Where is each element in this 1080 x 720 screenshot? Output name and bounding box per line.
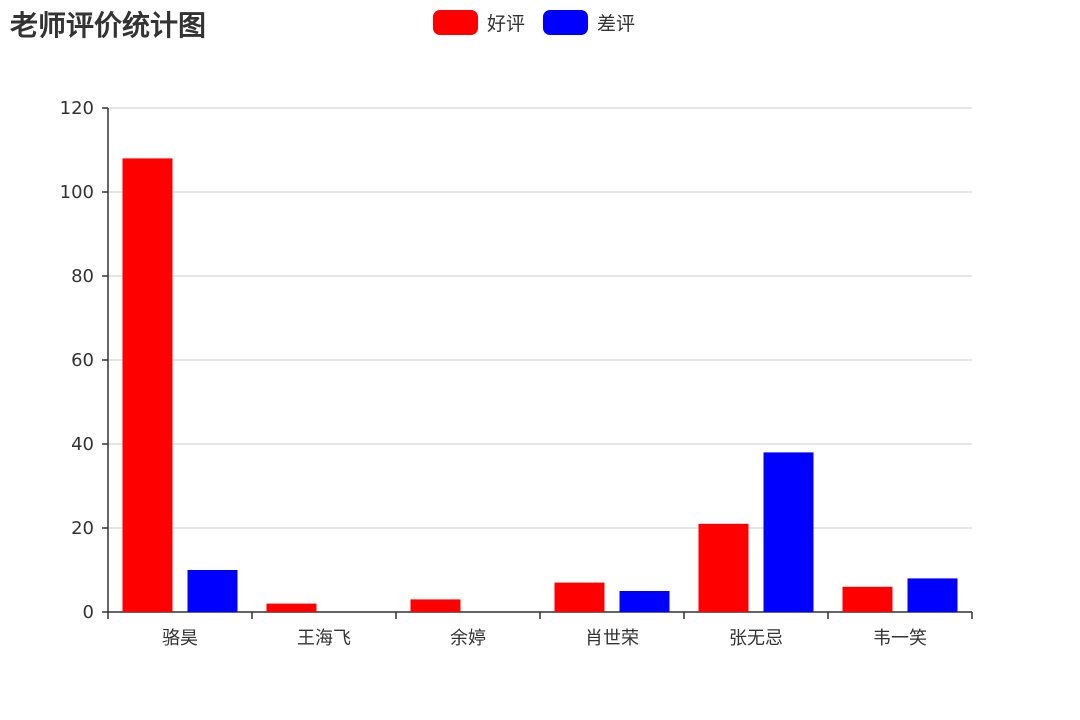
y-tick-label: 40 — [71, 434, 94, 455]
bar-good — [410, 599, 461, 612]
legend-swatch-bad — [543, 9, 589, 35]
y-tick-label: 0 — [83, 602, 94, 623]
x-tick-label: 余婷 — [450, 628, 486, 649]
bar-bad — [763, 452, 814, 612]
legend-item-good[interactable]: 好评 — [433, 9, 525, 36]
x-tick-label: 王海飞 — [297, 628, 351, 649]
legend-item-bad[interactable]: 差评 — [543, 9, 635, 36]
y-tick-label: 120 — [60, 98, 94, 119]
legend-swatch-good — [433, 9, 478, 35]
bar-bad — [619, 591, 670, 612]
x-tick-label: 肖世荣 — [585, 628, 639, 649]
legend: 好评 差评 — [433, 9, 653, 35]
bar-bad — [907, 578, 958, 612]
legend-label-bad: 差评 — [597, 12, 636, 35]
bar-good — [554, 582, 605, 612]
y-tick-label: 80 — [71, 266, 94, 287]
chart-title: 老师评价统计图 — [10, 9, 207, 42]
y-tick-label: 100 — [60, 182, 94, 203]
bar-good — [266, 603, 317, 612]
y-tick-label: 60 — [71, 350, 94, 371]
bar-good — [122, 158, 173, 612]
bar-bad — [187, 570, 238, 612]
y-tick-label: 20 — [71, 518, 94, 539]
bar-good — [842, 586, 893, 612]
bar-good — [698, 523, 749, 612]
x-tick-label: 张无忌 — [729, 628, 783, 649]
x-tick-label: 韦一笑 — [873, 628, 927, 649]
x-tick-label: 骆昊 — [162, 628, 198, 649]
legend-label-good: 好评 — [487, 12, 526, 35]
